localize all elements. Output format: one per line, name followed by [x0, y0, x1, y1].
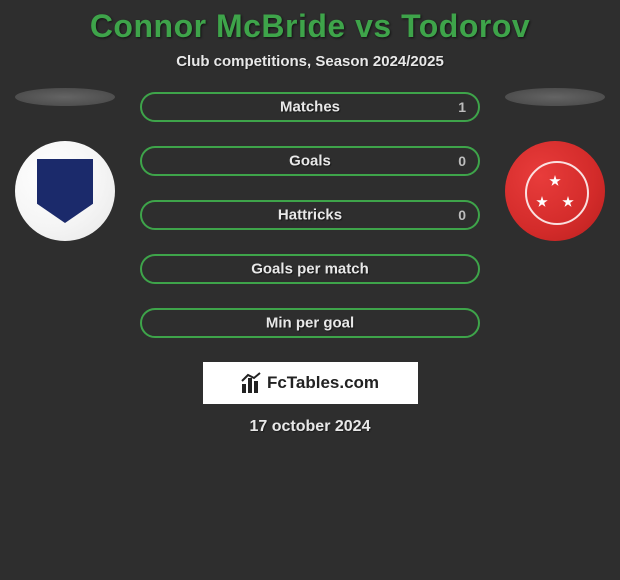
stat-value-right: 0 [458, 207, 466, 223]
comparison-card: Connor McBride vs Todorov Club competiti… [0, 0, 620, 436]
bar-chart-icon [241, 372, 263, 394]
stat-bars: Matches 1 Goals 0 Hattricks 0 Goals per … [140, 88, 480, 338]
stat-bar-min-per-goal: Min per goal [140, 308, 480, 338]
fctables-branding[interactable]: FcTables.com [203, 362, 418, 404]
page-title: Connor McBride vs Todorov [0, 8, 620, 45]
left-side-column [15, 88, 115, 241]
stat-label: Goals per match [251, 261, 369, 278]
stat-label: Hattricks [278, 207, 342, 224]
stat-bar-goals-per-match: Goals per match [140, 254, 480, 284]
stat-value-right: 0 [458, 153, 466, 169]
stat-value-right: 1 [458, 99, 466, 115]
right-side-column [505, 88, 605, 241]
right-name-pill [505, 88, 605, 106]
stat-label: Goals [289, 153, 331, 170]
stat-bar-hattricks: Hattricks 0 [140, 200, 480, 230]
left-club-crest [15, 141, 115, 241]
stat-bar-matches: Matches 1 [140, 92, 480, 122]
main-row: Matches 1 Goals 0 Hattricks 0 Goals per … [0, 88, 620, 338]
left-name-pill [15, 88, 115, 106]
date-label: 17 october 2024 [0, 418, 620, 436]
stat-label: Min per goal [266, 315, 354, 332]
right-club-crest [505, 141, 605, 241]
subtitle: Club competitions, Season 2024/2025 [0, 53, 620, 70]
branding-label: FcTables.com [267, 373, 379, 393]
stat-label: Matches [280, 99, 340, 116]
stat-bar-goals: Goals 0 [140, 146, 480, 176]
